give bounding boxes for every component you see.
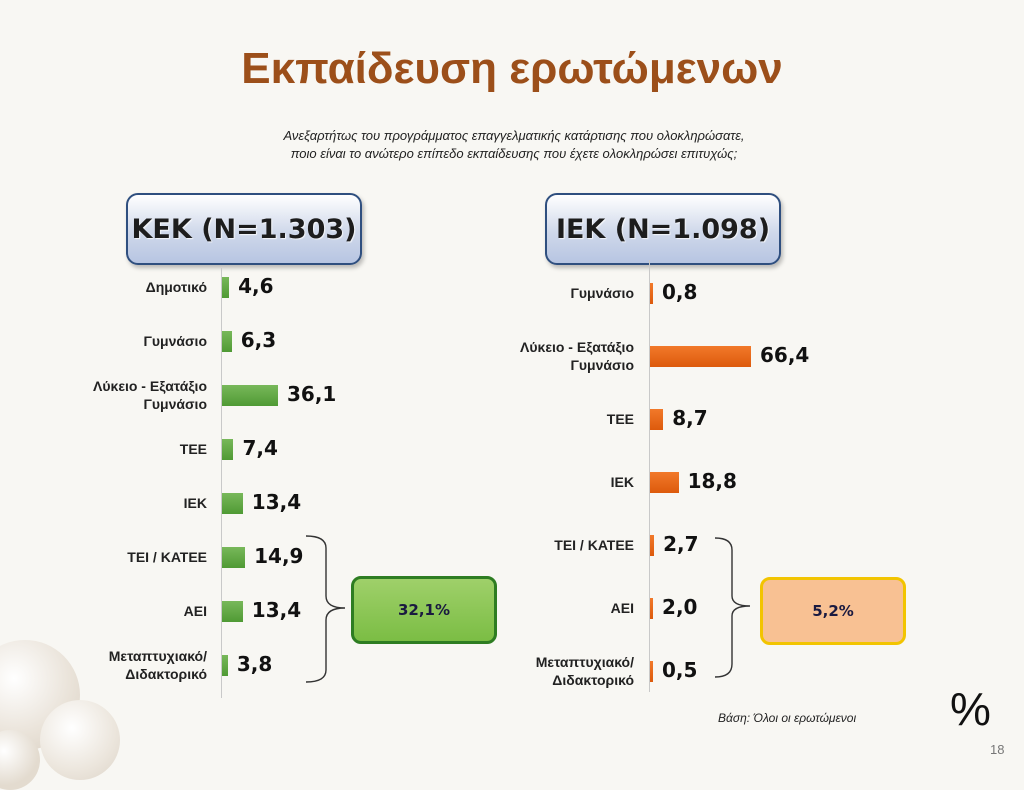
iek-value-label: 2,7 — [663, 532, 699, 556]
question-line-2: ποιο είναι το ανώτερο επίπεδο εκπαίδευση… — [290, 146, 738, 161]
kek-bar — [222, 277, 230, 298]
kek-bar — [222, 655, 228, 676]
kek-value-label: 3,8 — [236, 652, 273, 676]
decorative-pearl — [40, 700, 120, 780]
iek-bar — [650, 535, 655, 556]
page-title: Εκπαίδευση ερωτώμενων — [241, 44, 783, 93]
iek-category-label: Μεταπτυχιακό/ Διδακτορικό — [535, 654, 634, 688]
kek-bar — [222, 493, 243, 514]
kek-category-label: Λύκειο - Εξατάξιο Γυμνάσιο — [93, 378, 207, 412]
kek-value-label: 14,9 — [254, 544, 304, 568]
survey-question: Ανεξαρτήτως του προγράμματος επαγγελματι… — [0, 127, 1024, 163]
iek-value-label: 8,7 — [672, 406, 708, 430]
percent-symbol: % — [950, 683, 991, 735]
kek-category-label: ΤΕΕ — [179, 441, 207, 457]
page-number: 18 — [990, 742, 1005, 757]
kek-bracket — [305, 535, 346, 683]
kek-value-label: 13,4 — [251, 598, 302, 622]
iek-bar — [650, 409, 664, 430]
iek-bar — [650, 283, 653, 304]
kek-bar — [222, 331, 232, 352]
kek-panel-header: ΚΕΚ (N=1.303) — [126, 193, 362, 265]
iek-value-label: 0,8 — [662, 280, 698, 304]
iek-value-label: 0,5 — [662, 658, 698, 682]
base-note: Βάση: Όλοι οι ερωτώμενοι — [718, 711, 857, 725]
iek-category-label: ΙΕΚ — [610, 474, 634, 490]
iek-category-label: ΑΕΙ — [610, 600, 634, 616]
kek-summary-box: 32,1% — [351, 576, 497, 644]
iek-bracket — [714, 537, 751, 678]
iek-panel-header: ΙΕΚ (N=1.098) — [545, 193, 781, 265]
iek-value-label: 2,0 — [662, 595, 698, 619]
iek-summary-box: 5,2% — [760, 577, 906, 645]
kek-value-label: 6,3 — [240, 328, 277, 352]
iek-category-label: Λύκειο - Εξατάξιο Γυμνάσιο — [520, 339, 634, 373]
kek-category-axis — [221, 268, 222, 698]
kek-category-label: ΑΕΙ — [183, 603, 207, 619]
iek-bar — [650, 661, 653, 682]
kek-bar — [222, 385, 278, 406]
iek-category-label: ΤΕΕ — [606, 411, 634, 427]
iek-bar — [650, 472, 679, 493]
iek-category-label: ΤΕΙ / ΚΑΤΕΕ — [554, 537, 634, 553]
kek-bar — [222, 601, 243, 622]
kek-category-label: Γυμνάσιο — [143, 333, 207, 349]
kek-value-label: 36,1 — [287, 382, 337, 406]
kek-bar — [222, 547, 246, 568]
question-line-1: Ανεξαρτήτως του προγράμματος επαγγελματι… — [283, 128, 745, 143]
kek-value-label: 7,4 — [242, 436, 278, 460]
iek-category-axis — [649, 260, 650, 692]
iek-value-label: 66,4 — [760, 343, 810, 367]
kek-value-label: 4,6 — [238, 274, 274, 298]
iek-bar — [650, 598, 654, 619]
iek-bar — [650, 346, 751, 367]
kek-category-label: ΤΕΙ / ΚΑΤΕΕ — [127, 549, 207, 565]
kek-value-label: 13,4 — [251, 490, 302, 514]
kek-category-label: ΙΕΚ — [183, 495, 207, 511]
kek-category-label: Δημοτικό — [145, 279, 207, 295]
kek-bar — [222, 439, 234, 460]
kek-category-label: Μεταπτυχιακό/ Διδακτορικό — [108, 648, 207, 682]
iek-category-label: Γυμνάσιο — [570, 285, 634, 301]
iek-value-label: 18,8 — [687, 469, 737, 493]
